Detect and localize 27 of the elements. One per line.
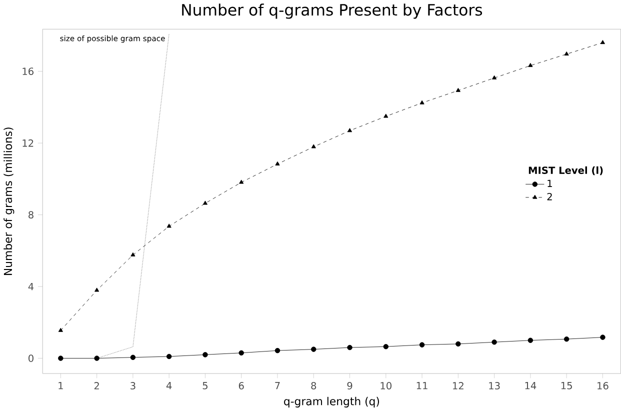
x-tick-label: 5 bbox=[202, 382, 208, 390]
x-tick-label: 15 bbox=[561, 382, 572, 390]
y-tick-label: 12 bbox=[22, 139, 34, 147]
x-tick-label: 13 bbox=[489, 382, 500, 390]
x-tick-label: 8 bbox=[311, 382, 316, 390]
x-tick-label: 6 bbox=[238, 382, 244, 390]
y-tick-label: 4 bbox=[28, 282, 34, 290]
x-tick-label: 14 bbox=[525, 382, 536, 390]
y-tick-label: 16 bbox=[22, 68, 34, 75]
legend-label: 1 bbox=[548, 180, 552, 187]
legend-label: 2 bbox=[547, 192, 552, 200]
x-tick-label: 7 bbox=[275, 382, 280, 390]
chart-title: Number of q-grams Present by Factors bbox=[182, 4, 482, 19]
x-tick-label: 11 bbox=[416, 382, 428, 390]
y-tick-label: 8 bbox=[28, 211, 34, 218]
legend-title: MIST Level (l) bbox=[528, 166, 603, 176]
x-axis-title: q-gram length (q) bbox=[284, 396, 380, 408]
x-tick-label: 3 bbox=[130, 382, 136, 390]
x-tick-label: 10 bbox=[380, 382, 392, 390]
y-axis-title: Number of grams (millions) bbox=[4, 128, 14, 275]
y-tick-label: 0 bbox=[28, 354, 34, 362]
x-tick-label: 16 bbox=[598, 382, 608, 390]
x-tick-label: 2 bbox=[94, 382, 99, 390]
x-tick-label: 1 bbox=[58, 382, 63, 390]
x-tick-label: 4 bbox=[166, 382, 172, 390]
x-tick-label: 9 bbox=[347, 382, 352, 390]
x-tick-label: 12 bbox=[453, 382, 464, 390]
